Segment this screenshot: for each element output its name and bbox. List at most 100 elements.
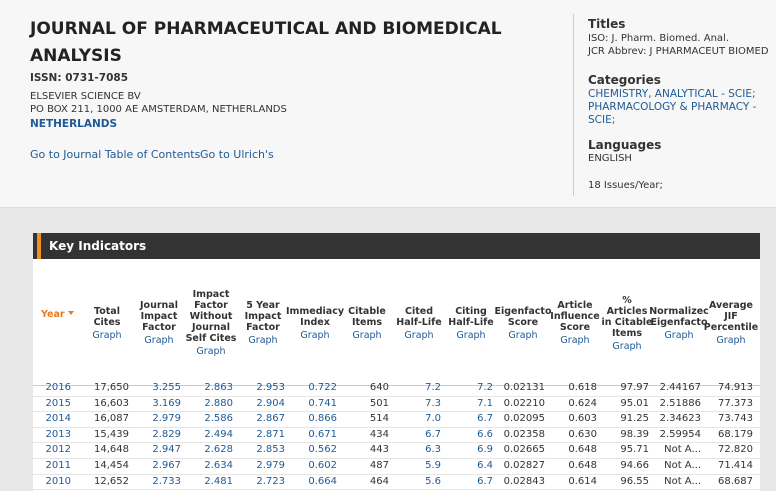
table-cell[interactable]: 2015 (45, 397, 71, 409)
graph-link[interactable]: Graph (196, 346, 226, 357)
table-cell: 0.624 (568, 397, 597, 409)
table-cell: 6.7 (477, 413, 493, 425)
column-label: Normalizec Eigenfacto (649, 305, 709, 328)
column-header: Impact Factor Without Journal Self Cites… (185, 261, 237, 385)
table-cell: 2.979 (256, 460, 285, 471)
table-cell: 0.603 (568, 413, 597, 425)
column-label: Cited Half-Life (396, 305, 442, 328)
categories[interactable]: CHEMISTRY, ANALYTICAL - SCIE; PHARMACOLO… (588, 88, 757, 126)
table-cell: 98.39 (620, 428, 649, 440)
toc-link[interactable]: Go to Journal Table of Contents (30, 148, 201, 161)
table-cell: 7.2 (425, 382, 441, 393)
table-cell: 2.634 (204, 460, 233, 471)
table-cell: 0.648 (568, 460, 597, 471)
column-header: Cited Half-Life Graph (393, 261, 445, 385)
table-cell: 0.648 (568, 444, 597, 456)
table-cell[interactable]: 2012 (45, 444, 71, 456)
column-label: Eigenfacto Score (494, 305, 552, 328)
row-rule (33, 457, 760, 459)
table-cell: 96.55 (620, 475, 649, 487)
graph-link[interactable]: Graph (144, 335, 174, 346)
row-rule (33, 395, 760, 397)
divider (573, 14, 574, 196)
table-cell: 2.953 (256, 382, 285, 393)
table-cell: 464 (369, 475, 389, 487)
graph-link[interactable]: Graph (352, 329, 382, 341)
journal-title: JOURNAL OF PHARMACEUTICAL AND BIOMEDICAL… (30, 19, 502, 66)
table-cell[interactable]: 2014 (45, 413, 71, 425)
table-cell: 0.562 (308, 444, 337, 456)
table-cell[interactable]: 2013 (45, 428, 71, 440)
table-cell: 2.51886 (659, 397, 701, 409)
address: PO BOX 211, 1000 AE AMSTERDAM, NETHERLAN… (30, 104, 287, 115)
column-header: Average JIF Percentile Graph (704, 261, 758, 385)
table-cell: 68.179 (718, 428, 753, 440)
table-cell: 7.3 (425, 397, 441, 409)
column-header: 5 Year Impact Factor Graph (237, 261, 289, 385)
row-rule (33, 473, 760, 475)
table-cell[interactable]: 2011 (45, 460, 71, 471)
table-cell: 0.02095 (503, 413, 545, 425)
table-cell: 501 (369, 397, 389, 409)
column-label: Impact Factor Without Journal Self Cites (185, 289, 237, 344)
graph-link[interactable]: Graph (404, 329, 434, 341)
table-cell: 14,648 (94, 444, 129, 456)
table-cell: 12,652 (94, 475, 129, 487)
column-header: Citing Half-Life Graph (445, 261, 497, 385)
graph-link[interactable]: Graph (664, 329, 694, 341)
table-cell: 7.2 (477, 382, 493, 393)
table-cell: 2.967 (152, 460, 181, 471)
graph-link[interactable]: Graph (612, 340, 642, 352)
table-cell: 6.7 (425, 428, 441, 440)
jcr-abbrev: JCR Abbrev: J PHARMACEUT BIOMED (588, 46, 769, 57)
table-cell: 6.9 (477, 444, 493, 456)
table-cell: 487 (369, 460, 389, 471)
column-header: Citable Items Graph (341, 261, 393, 385)
table-cell: 2.853 (256, 444, 285, 456)
ulrich-link[interactable]: Go to Ulrich's (200, 148, 274, 161)
table-cell: 68.687 (718, 475, 753, 487)
table-cell: 2.44167 (659, 382, 701, 393)
table-cell: 434 (369, 428, 389, 440)
table-cell: 0.02358 (503, 428, 545, 440)
table-cell[interactable]: 2010 (45, 475, 71, 487)
table-cell: 0.618 (568, 382, 597, 393)
journal-header: JOURNAL OF PHARMACEUTICAL AND BIOMEDICAL… (0, 0, 776, 208)
graph-link[interactable]: Graph (300, 329, 330, 341)
table-cell: 3.255 (152, 382, 181, 393)
table-cell: 2.871 (256, 428, 285, 440)
table-cell: 0.02210 (503, 397, 545, 409)
table-cell: 5.9 (425, 460, 441, 471)
table-cell: 2.947 (152, 444, 181, 456)
graph-link[interactable]: Graph (248, 335, 278, 346)
titles-heading: Titles (588, 17, 626, 31)
table-cell: 2.494 (204, 428, 233, 440)
table-cell: 0.664 (308, 475, 337, 487)
table-cell: 0.630 (568, 428, 597, 440)
publisher: ELSEVIER SCIENCE BV (30, 91, 141, 102)
categories-heading: Categories (588, 73, 661, 87)
column-header: Eigenfacto Score Graph (494, 261, 552, 385)
table-cell: 2.586 (204, 413, 233, 425)
country: NETHERLANDS (30, 118, 118, 130)
column-header: Year (33, 261, 81, 385)
table-cell: 0.02843 (503, 475, 545, 487)
table-cell[interactable]: 2016 (45, 382, 71, 393)
graph-link[interactable]: Graph (716, 335, 746, 346)
issues: 18 Issues/Year; (588, 180, 663, 191)
table-cell: 6.7 (477, 475, 493, 487)
graph-link[interactable]: Graph (508, 329, 538, 341)
table-cell: 0.741 (308, 397, 337, 409)
row-rule (33, 442, 760, 444)
graph-link[interactable]: Graph (560, 335, 590, 346)
table-cell: 74.913 (718, 382, 753, 393)
graph-link[interactable]: Graph (92, 329, 122, 341)
graph-link[interactable]: Graph (456, 329, 486, 341)
table-cell: 0.02827 (503, 460, 545, 471)
column-label[interactable]: Year (33, 309, 74, 320)
table-cell: 0.866 (308, 413, 337, 425)
table-cell: Not A... (664, 460, 701, 471)
table-cell: 72.820 (718, 444, 753, 456)
table-cell: 94.66 (620, 460, 649, 471)
table-cell: 16,087 (94, 413, 129, 425)
